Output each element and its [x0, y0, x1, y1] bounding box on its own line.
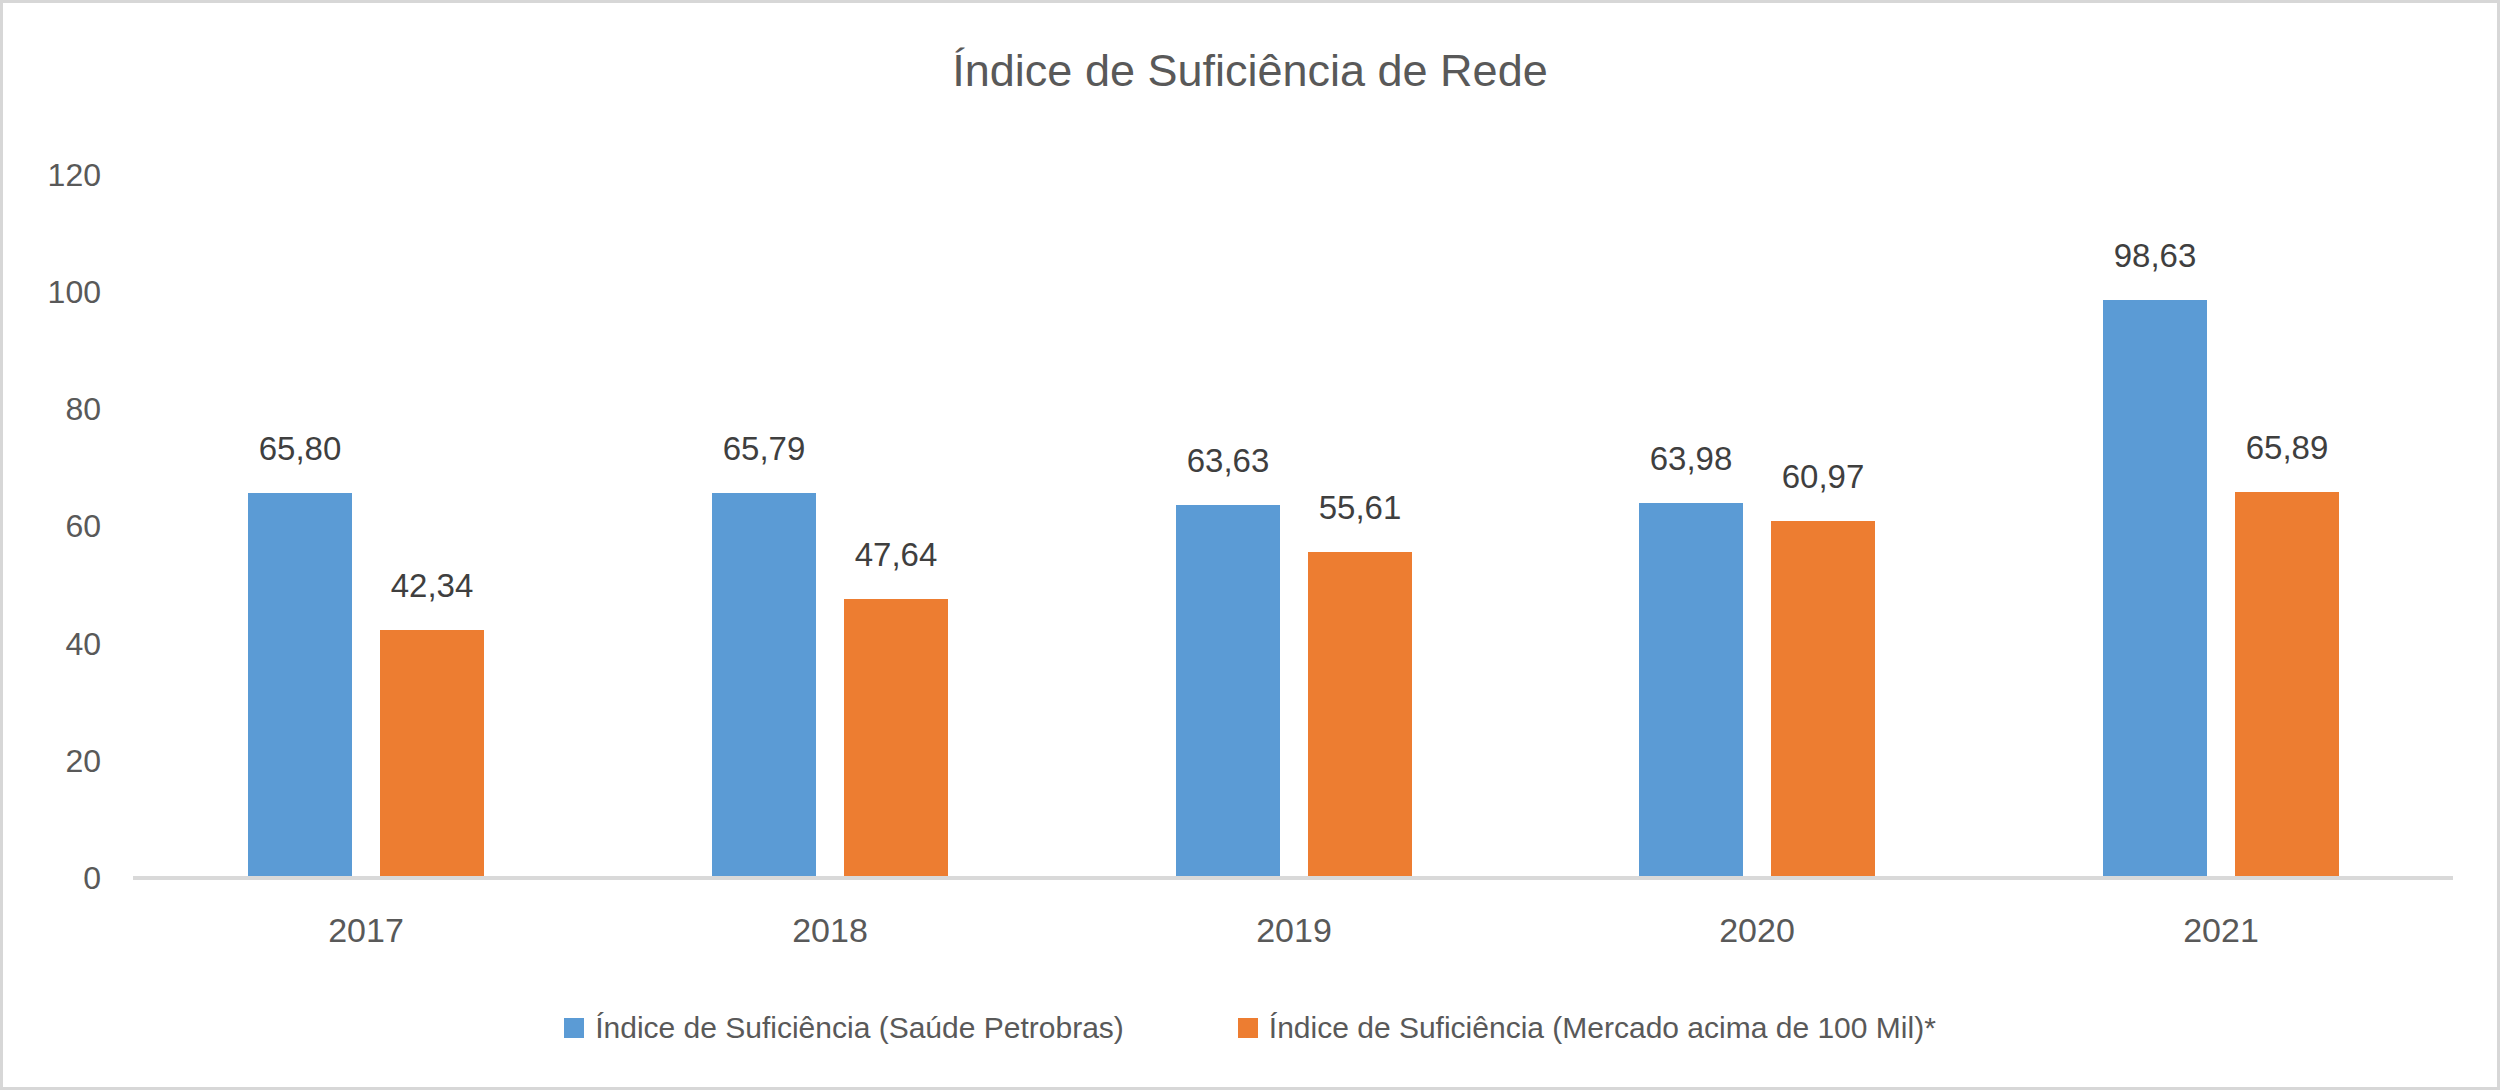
y-axis-tick-label: 0 [21, 859, 101, 897]
legend-label: Índice de Suficiência (Mercado acima de … [1269, 1011, 1936, 1045]
y-axis-tick-label: 60 [21, 507, 101, 545]
bar-2019-series-0 [1176, 505, 1280, 878]
chart-canvas: Índice de Suficiência de Rede 120 100 80… [0, 0, 2500, 1090]
legend-swatch-orange-icon [1238, 1018, 1258, 1038]
y-axis-tick-label: 40 [21, 625, 101, 663]
x-axis-category-label: 2019 [1174, 911, 1414, 950]
y-axis-tick-label: 80 [21, 390, 101, 428]
x-axis-category-label: 2021 [2101, 911, 2341, 950]
data-label-2018-series-0: 65,79 [654, 431, 874, 467]
data-label-2017-series-0: 65,80 [190, 431, 410, 467]
data-label-2017-series-1: 42,34 [322, 568, 542, 604]
data-label-2019-series-0: 63,63 [1118, 443, 1338, 479]
x-axis-category-label: 2017 [246, 911, 486, 950]
data-label-2019-series-1: 55,61 [1250, 490, 1470, 526]
bar-2017-series-0 [248, 493, 352, 878]
bar-2019-series-1 [1308, 552, 1412, 878]
x-axis-category-label: 2018 [710, 911, 950, 950]
bar-2021-series-0 [2103, 300, 2207, 878]
data-label-2018-series-1: 47,64 [786, 537, 1006, 573]
y-axis-tick-label: 100 [21, 273, 101, 311]
data-label-2021-series-1: 65,89 [2177, 430, 2397, 466]
bar-2020-series-0 [1639, 503, 1743, 878]
legend: Índice de Suficiência (Saúde Petrobras) … [3, 1011, 2497, 1045]
x-axis-category-label: 2020 [1637, 911, 1877, 950]
bar-2017-series-1 [380, 630, 484, 878]
legend-item-saude-petrobras: Índice de Suficiência (Saúde Petrobras) [564, 1011, 1124, 1045]
chart-title: Índice de Suficiência de Rede [3, 45, 2497, 97]
bar-2020-series-1 [1771, 521, 1875, 878]
bar-2018-series-1 [844, 599, 948, 878]
data-label-2021-series-0: 98,63 [2045, 238, 2265, 274]
y-axis-tick-label: 20 [21, 742, 101, 780]
legend-swatch-blue-icon [564, 1018, 584, 1038]
y-axis-tick-label: 120 [21, 156, 101, 194]
legend-item-mercado: Índice de Suficiência (Mercado acima de … [1238, 1011, 1936, 1045]
data-label-2020-series-1: 60,97 [1713, 459, 1933, 495]
legend-label: Índice de Suficiência (Saúde Petrobras) [595, 1011, 1124, 1045]
x-axis-baseline [133, 876, 2453, 880]
bar-2021-series-1 [2235, 492, 2339, 878]
